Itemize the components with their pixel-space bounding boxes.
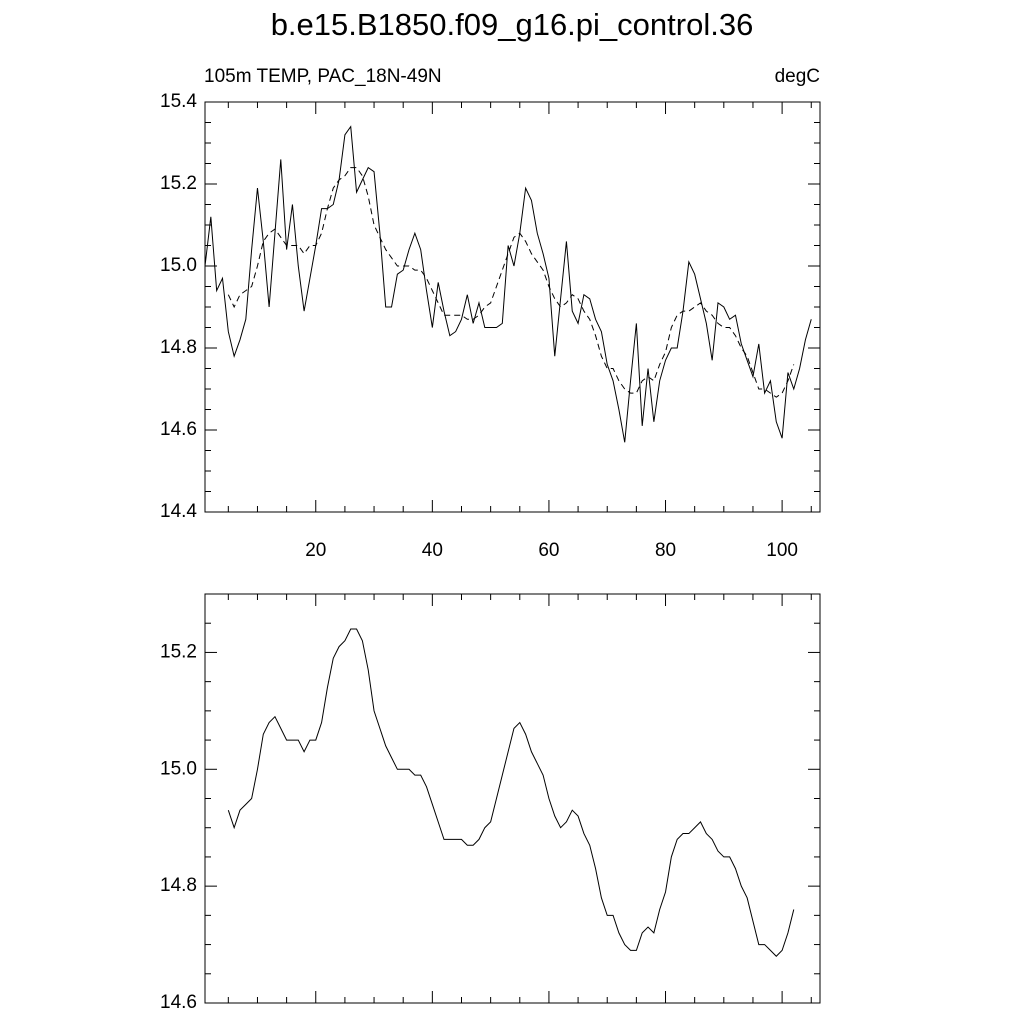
y-tick-label: 15.0: [160, 758, 197, 779]
data-line: [204, 125, 812, 443]
plot-frame: [204, 101, 821, 513]
y-tick-label: 14.6: [160, 419, 197, 440]
y-tick-label: 14.8: [160, 337, 197, 358]
y-tick-label: 15.0: [160, 255, 197, 276]
data-line: [227, 167, 795, 398]
x-tick-label: 20: [305, 540, 326, 561]
y-tick-label: 15.4: [160, 91, 197, 112]
y-tick-label: 14.6: [160, 992, 197, 1013]
y-tick-label: 15.2: [160, 173, 197, 194]
y-tick-label: 14.8: [160, 875, 197, 896]
x-tick-label: 80: [655, 540, 676, 561]
x-tick-label: 60: [538, 540, 559, 561]
y-tick-label: 14.4: [160, 501, 197, 522]
data-line: [227, 628, 795, 957]
x-tick-label: 40: [422, 540, 443, 561]
x-tick-label: 100: [766, 540, 798, 561]
subtitle-left: 105m TEMP, PAC_18N-49N: [204, 66, 442, 87]
chart-title: b.e15.B1850.f09_g16.pi_control.36: [271, 7, 754, 42]
subtitle-right: degC: [775, 66, 820, 87]
y-tick-label: 15.2: [160, 641, 197, 662]
plot-frame: [204, 593, 821, 1004]
